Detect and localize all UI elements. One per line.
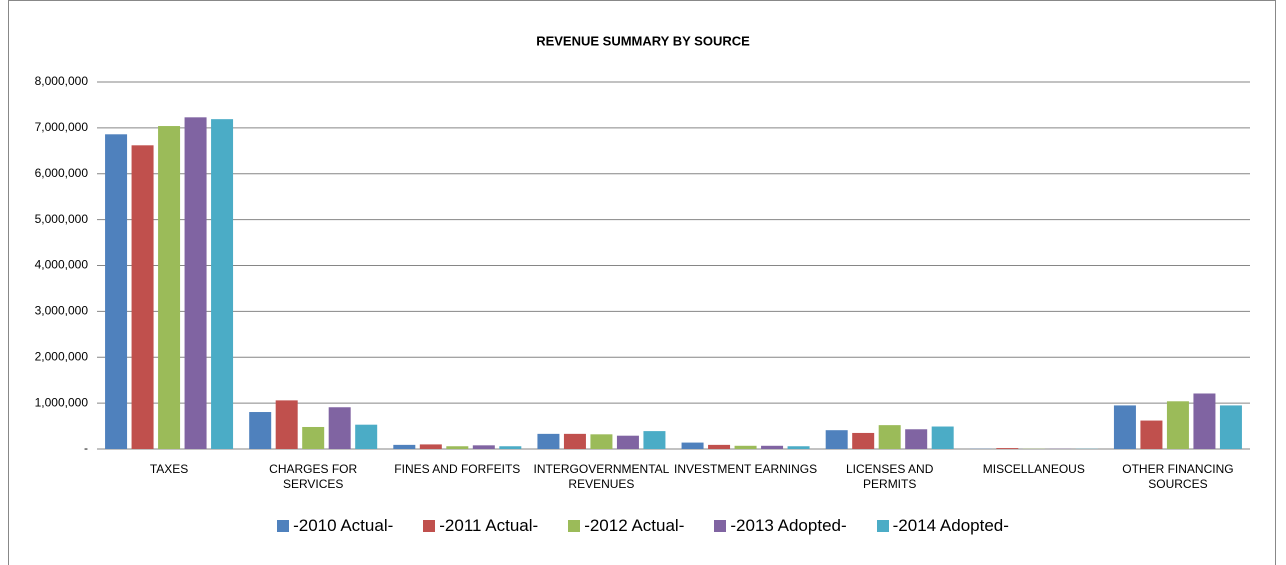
x-tick-label: MISCELLANEOUS [982, 462, 1085, 476]
bar [787, 446, 810, 449]
x-tick-label: TAXES [149, 462, 189, 476]
bar [158, 126, 181, 449]
bar [996, 448, 1019, 449]
y-tick-label: 8,000,000 [35, 74, 89, 88]
bar [131, 145, 154, 449]
legend-item: -2010 Actual- [277, 516, 393, 536]
legend-item: -2014 Adopted- [876, 516, 1009, 536]
bar [852, 432, 875, 449]
bar [1219, 405, 1242, 449]
x-tick-label: OTHER FINANCING SOURCES [1122, 462, 1234, 491]
legend-item: -2013 Adopted- [714, 516, 847, 536]
legend-label: -2012 Actual- [584, 516, 685, 535]
legend-swatch [714, 520, 727, 532]
x-tick-label: INVESTMENT EARNINGS [673, 462, 818, 476]
bar [681, 442, 704, 449]
bar [499, 446, 522, 449]
chart-border [8, 0, 1276, 565]
legend: -2010 Actual- -2011 Actual- -2012 Actual- -… [0, 516, 1286, 536]
x-tick-label: INTERGOVERNMENTAL REVENUES [533, 462, 670, 491]
bar [328, 407, 351, 449]
legend-swatch [568, 520, 581, 532]
legend-swatch [277, 520, 290, 532]
bar [905, 429, 928, 449]
y-tick-label: - [84, 441, 88, 455]
y-tick-label: 7,000,000 [35, 120, 89, 134]
y-tick-label: 3,000,000 [35, 304, 89, 318]
bar [355, 424, 378, 449]
y-tick-label: 6,000,000 [35, 166, 89, 180]
bar [878, 425, 901, 449]
legend-label: -2010 Actual- [293, 516, 394, 535]
bar [211, 119, 234, 449]
bar [734, 445, 757, 449]
bar [393, 444, 416, 449]
bar [643, 431, 666, 449]
legend-label: -2011 Actual- [439, 516, 539, 535]
bar [275, 400, 298, 449]
bar [249, 412, 272, 449]
bar [590, 434, 613, 449]
legend-label: -2013 Adopted- [730, 516, 847, 535]
bar [419, 444, 442, 449]
bar [472, 445, 495, 449]
bar [302, 426, 325, 449]
x-tick-label: CHARGES FOR SERVICES [269, 462, 358, 491]
bar [825, 430, 848, 449]
y-tick-label: 2,000,000 [35, 349, 89, 363]
bar [537, 433, 560, 449]
bar [563, 433, 586, 449]
bar [708, 444, 731, 449]
x-tick-label: LICENSES AND PERMITS [846, 462, 934, 491]
chart-title: REVENUE SUMMARY BY SOURCE [536, 33, 750, 48]
legend-swatch [423, 520, 436, 532]
legend-item: -2011 Actual- [423, 516, 538, 536]
legend-item: -2012 Actual- [568, 516, 684, 536]
y-tick-label: 5,000,000 [35, 212, 89, 226]
y-tick-label: 4,000,000 [35, 258, 89, 272]
bar [446, 446, 469, 449]
bar [616, 435, 639, 449]
bar [1113, 405, 1136, 449]
bar [105, 134, 128, 450]
bar [184, 117, 207, 449]
bar [1193, 393, 1216, 449]
bar [1140, 420, 1163, 449]
bar [761, 445, 784, 449]
legend-swatch [876, 520, 889, 532]
bar [1166, 401, 1189, 449]
y-tick-label: 1,000,000 [35, 395, 89, 409]
legend-label: -2014 Adopted- [892, 516, 1009, 535]
bar [931, 426, 954, 449]
x-tick-label: FINES AND FORFEITS [394, 462, 521, 476]
